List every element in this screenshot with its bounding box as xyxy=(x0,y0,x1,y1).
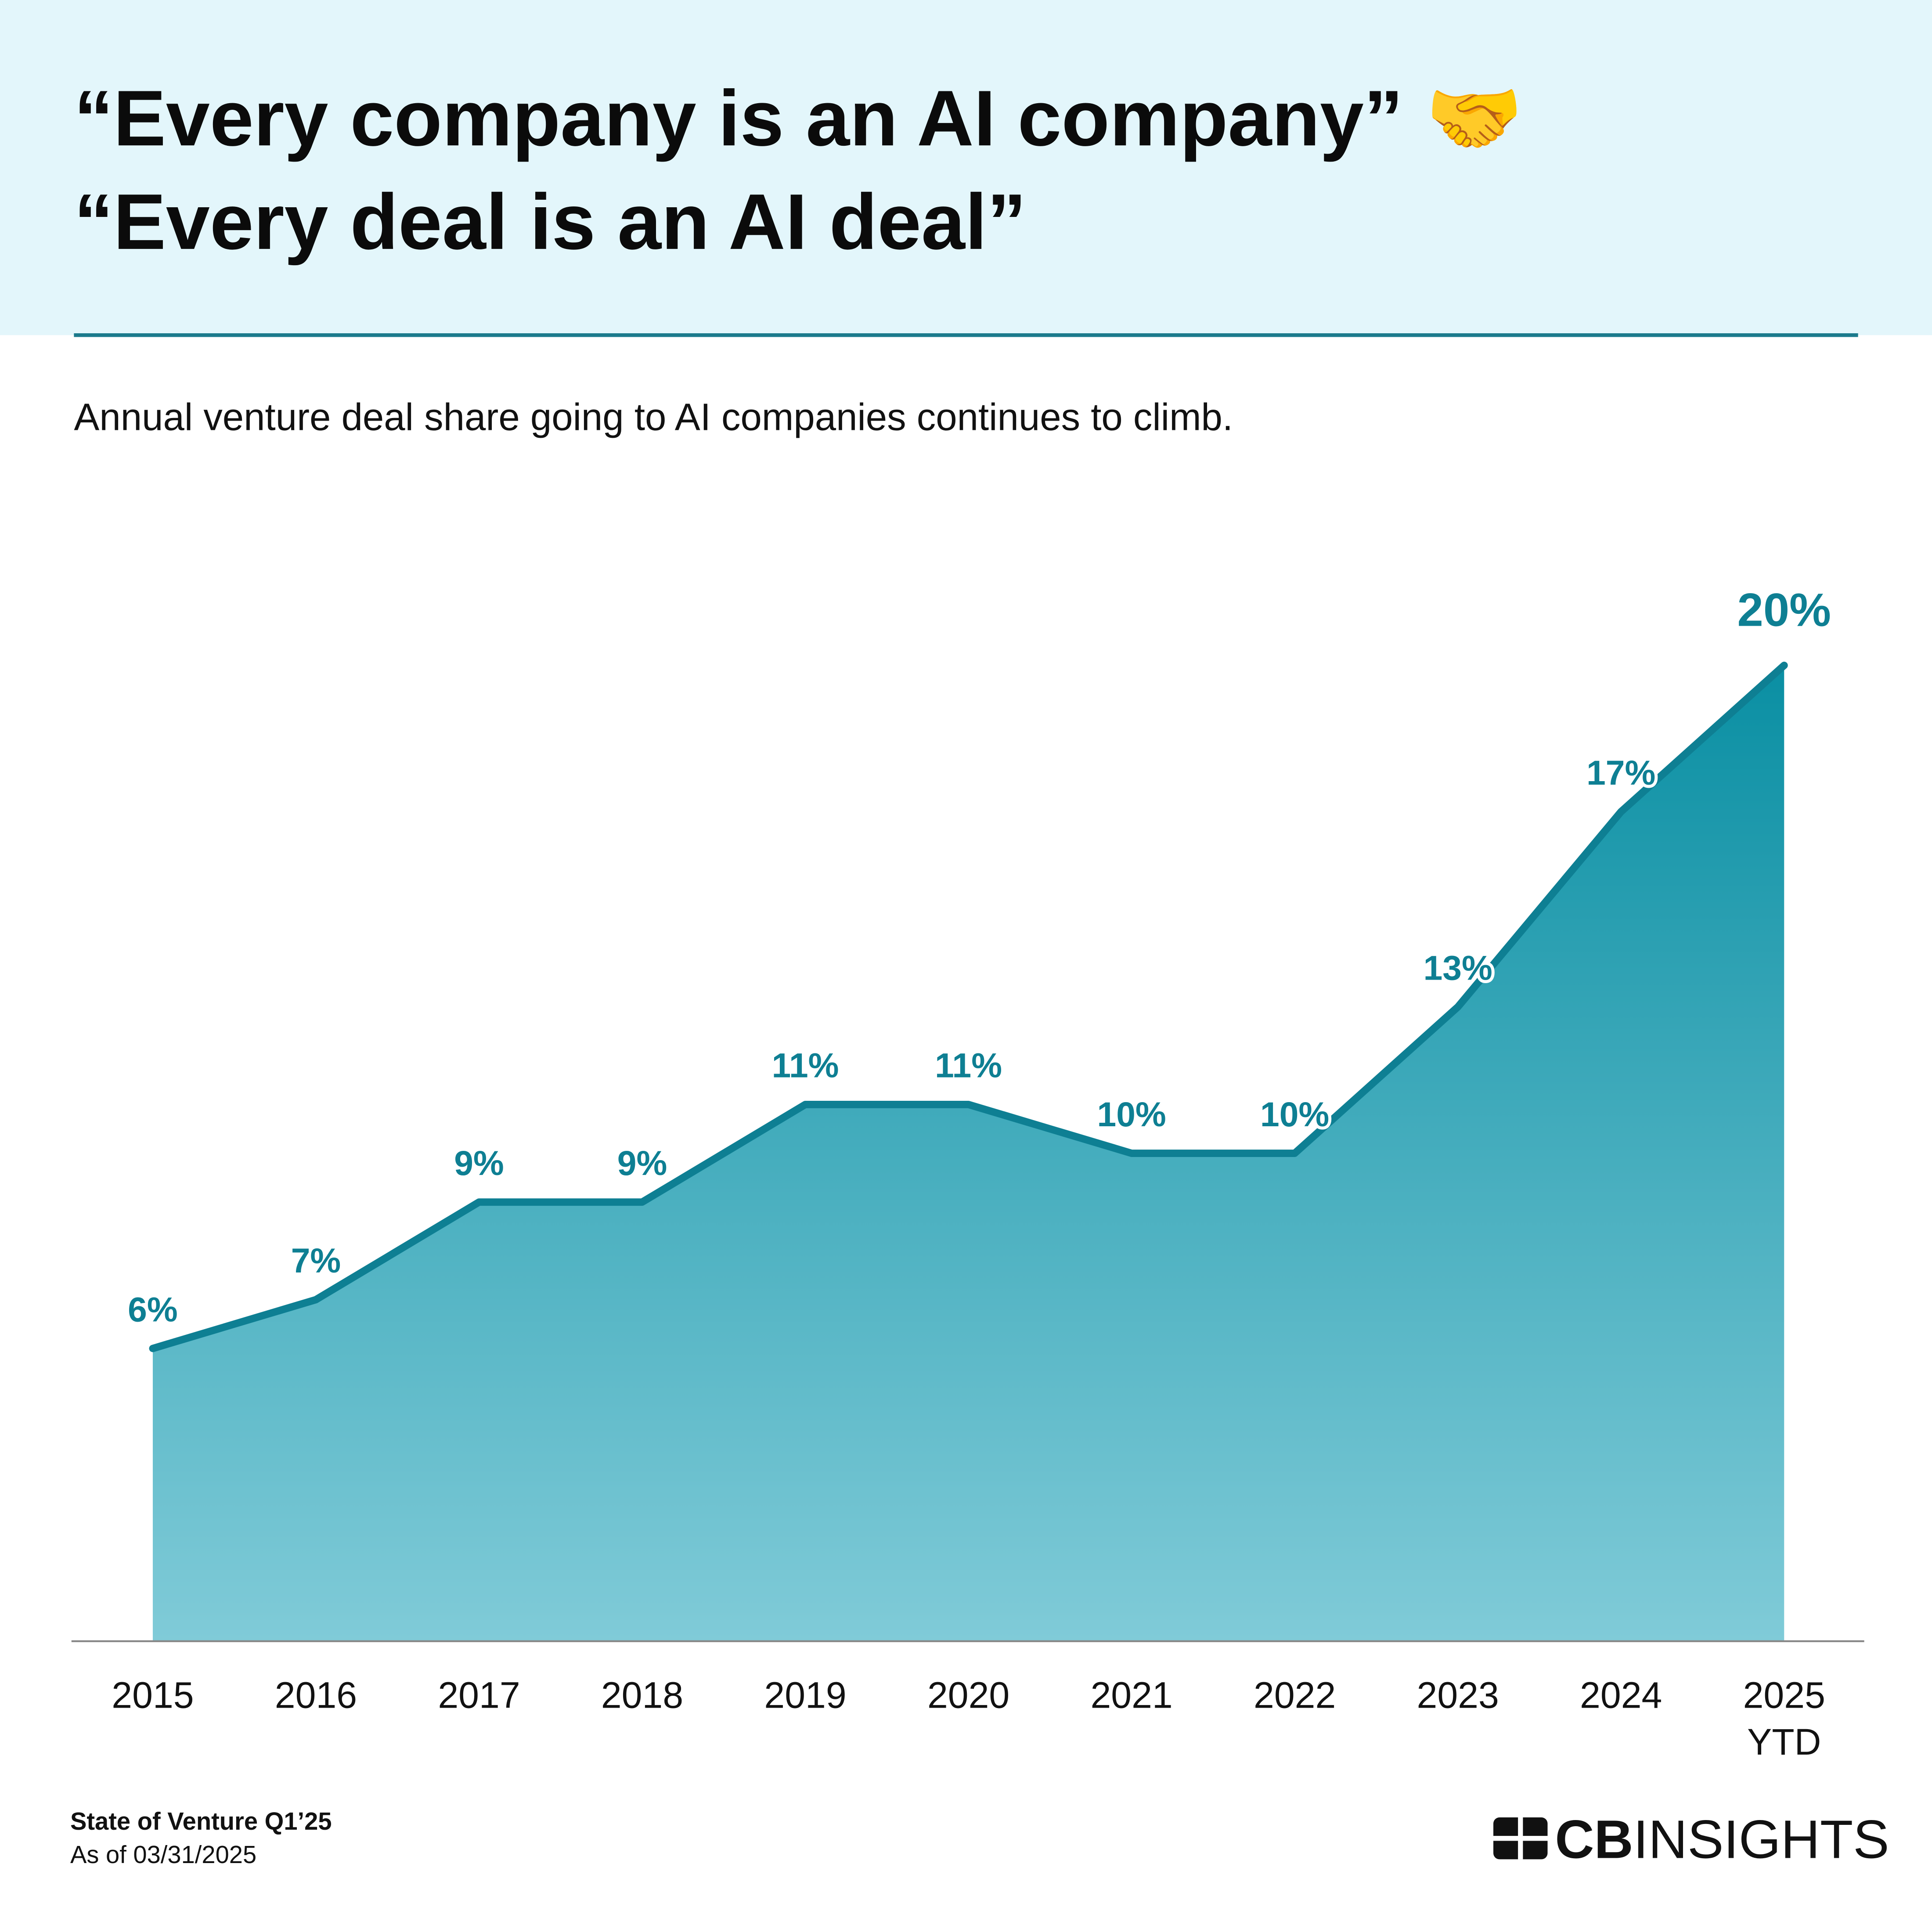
logo-light: INSIGHTS xyxy=(1633,1809,1889,1870)
x-tick-label: 2022 xyxy=(1254,1676,1336,1716)
value-label: 20% xyxy=(1737,584,1831,636)
line xyxy=(149,661,1788,1352)
value-label: 9% xyxy=(454,1144,504,1182)
value-label: 10% xyxy=(1097,1095,1166,1134)
x-tick-label: 2019 xyxy=(764,1676,847,1716)
subtitle: Annual venture deal share going to AI co… xyxy=(74,396,1233,438)
title-line: “Every company is an AI company” 🤝 xyxy=(74,74,1523,162)
title-line: “Every deal is an AI deal” xyxy=(74,178,1026,266)
x-tick-label: 2024 xyxy=(1580,1676,1662,1716)
value-label: 13% xyxy=(1424,948,1492,987)
x-tick-label: 2016 xyxy=(274,1676,357,1716)
logo: CBINSIGHTS xyxy=(1493,1809,1889,1870)
x-tick-label: 2020 xyxy=(927,1676,1010,1716)
value-label: 11% xyxy=(935,1046,1002,1085)
date-note: As of 03/31/2025 xyxy=(70,1841,256,1868)
source: State of Venture Q1’25 xyxy=(70,1807,332,1835)
value-label: 11% xyxy=(772,1046,839,1085)
value-label: 7% xyxy=(291,1241,341,1280)
value-label: 10% xyxy=(1260,1095,1329,1134)
value-label: 9% xyxy=(617,1144,667,1182)
x-tick-label: 2021 xyxy=(1090,1676,1173,1716)
x-tick-label: 2023 xyxy=(1417,1676,1499,1716)
x-tick-label: 2025 YTD xyxy=(1743,1676,1825,1763)
value-label: 6% xyxy=(128,1290,178,1329)
logo-bold: CB xyxy=(1555,1809,1633,1870)
area xyxy=(152,665,1784,1641)
x-tick-label: 2018 xyxy=(601,1676,684,1716)
x-tick-label: 2017 xyxy=(438,1676,520,1716)
logo-text: CBINSIGHTS xyxy=(1555,1809,1889,1870)
value-label: 17% xyxy=(1586,753,1655,792)
x-tick-label: 2015 xyxy=(112,1676,194,1716)
header-band xyxy=(0,0,1932,335)
